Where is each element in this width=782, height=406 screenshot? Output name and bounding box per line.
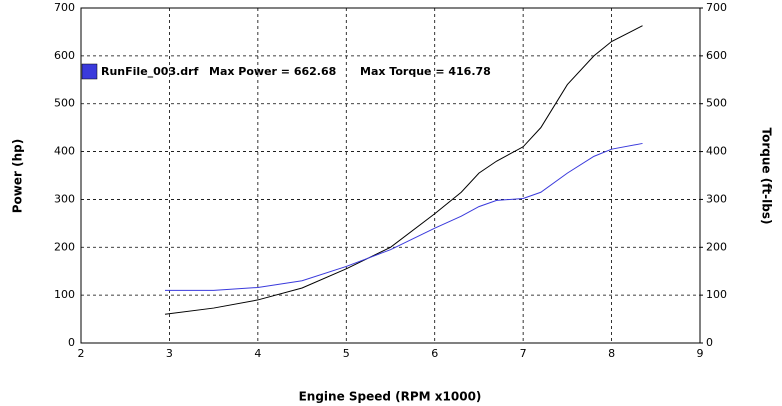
y-tick-label: 600 [54,49,75,62]
y-tick-label: 100 [54,288,75,301]
series-line [165,142,643,291]
x-tick-label: 6 [431,347,438,360]
y-tick-label: 500 [54,97,75,110]
x-axis-title: Engine Speed (RPM x1000) [299,390,482,404]
y2-axis-title: Torque (ft-lbs) [760,128,774,225]
y-tick-label: 300 [54,192,75,205]
y-tick-label: 0 [68,336,75,349]
y2-tick-label: 100 [706,288,727,301]
x-tick-label: 3 [166,347,173,360]
legend-torque: Max Torque = 416.78 [360,65,491,78]
y-tick-label: 700 [54,1,75,14]
y-tick-label: 200 [54,240,75,253]
y2-tick-label: 200 [706,240,727,253]
x-tick-label: 2 [78,347,85,360]
legend-power: Max Power = 662.68 [209,65,336,78]
plot-area [80,7,701,344]
y2-tick-label: 300 [706,192,727,205]
y-tick-label: 400 [54,145,75,158]
y2-tick-label: 0 [706,336,713,349]
legend-swatch [81,63,98,80]
y2-tick-label: 400 [706,145,727,158]
y2-tick-label: 600 [706,49,727,62]
x-tick-label: 9 [697,347,704,360]
legend-file: RunFile_003.drf [101,65,199,78]
x-tick-label: 7 [520,347,527,360]
y2-tick-label: 500 [706,97,727,110]
series-line [164,25,643,315]
x-tick-label: 5 [343,347,350,360]
x-tick-label: 4 [254,347,261,360]
y-axis-title: Power (hp) [11,139,25,213]
y2-tick-label: 700 [706,1,727,14]
x-tick-label: 8 [608,347,615,360]
